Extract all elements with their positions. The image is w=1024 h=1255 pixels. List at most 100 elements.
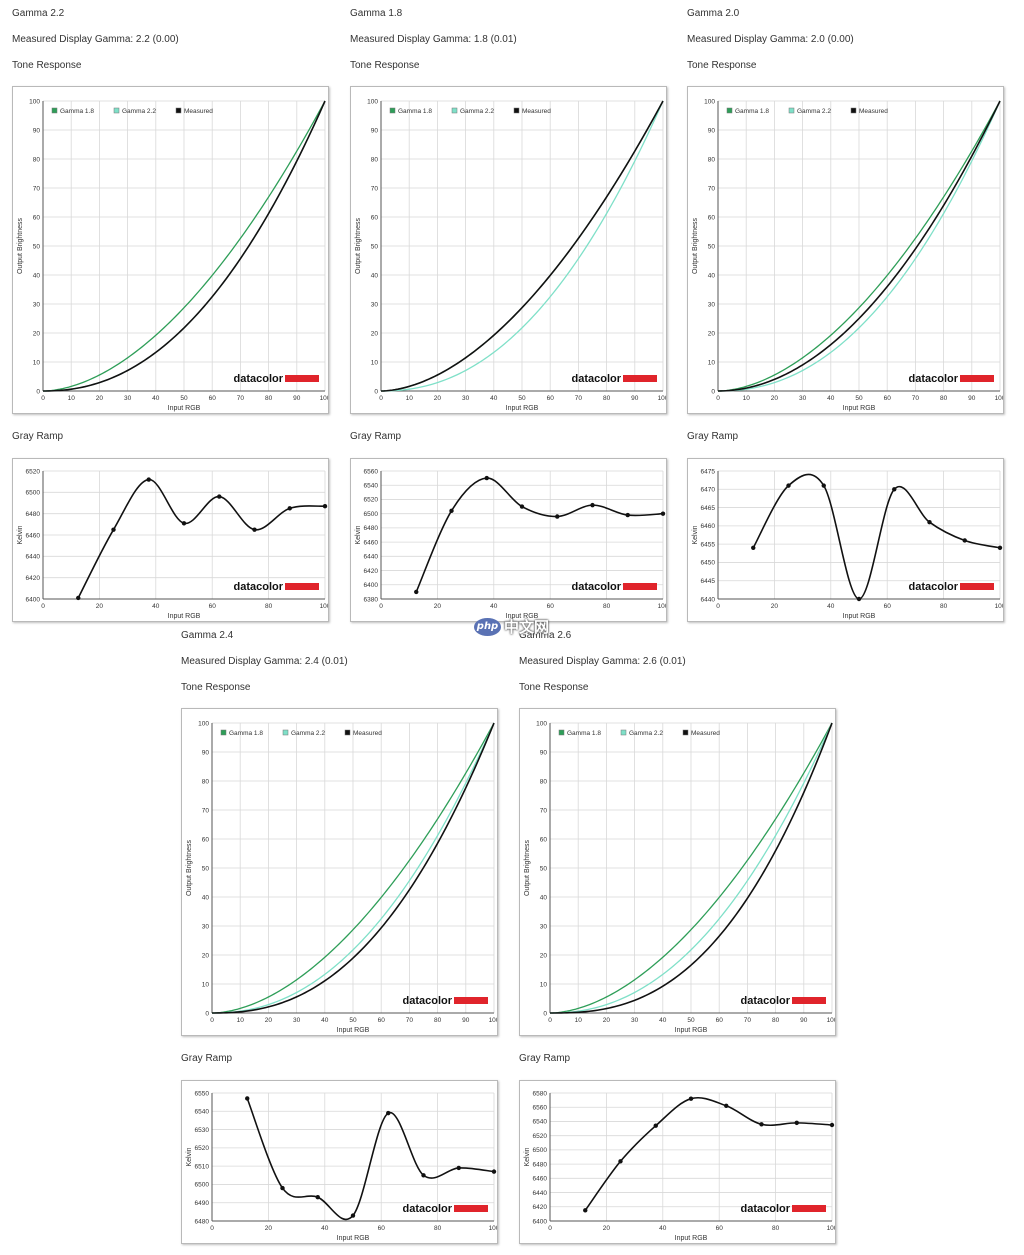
legend-label: Gamma 1.8 — [567, 730, 601, 737]
y-tick-label: 6420 — [364, 568, 379, 575]
y-tick-label: 6460 — [533, 1176, 548, 1183]
x-tick-label: 40 — [152, 395, 160, 402]
x-tick-label: 30 — [124, 395, 132, 402]
x-tick-label: 40 — [152, 603, 160, 610]
series-line-measured — [380, 100, 664, 392]
x-tick-label: 60 — [378, 1225, 386, 1232]
gray-ramp-heading: Gray Ramp — [687, 431, 739, 442]
x-tick-label: 90 — [293, 395, 301, 402]
ramp-point — [962, 538, 967, 543]
x-tick-label: 60 — [209, 395, 217, 402]
series-line-gamma-2-2 — [211, 722, 495, 1014]
x-tick-label: 40 — [490, 395, 498, 402]
y-tick-label: 50 — [540, 865, 548, 872]
y-tick-label: 6460 — [364, 539, 379, 546]
y-tick-label: 80 — [202, 778, 210, 785]
x-tick-label: 80 — [603, 395, 611, 402]
legend-label: Gamma 1.8 — [60, 108, 94, 115]
y-axis-label: Kelvin — [524, 1147, 531, 1166]
y-tick-label: 6490 — [195, 1200, 210, 1207]
y-tick-label: 6440 — [533, 1190, 548, 1197]
x-tick-label: 70 — [575, 395, 583, 402]
datacolor-logo: datacolor — [740, 1203, 826, 1215]
ramp-point — [583, 1208, 588, 1213]
x-tick-label: 80 — [940, 395, 948, 402]
y-tick-label: 30 — [371, 301, 379, 308]
brand-text: datacolor — [908, 581, 958, 593]
x-axis-label: Input RGB — [168, 405, 201, 412]
brand-red-bar-icon — [792, 1205, 826, 1212]
site-watermark: php 中文网 — [474, 617, 556, 639]
y-tick-label: 60 — [708, 214, 716, 221]
x-tick-label: 100 — [320, 603, 328, 610]
ramp-point — [618, 1159, 623, 1164]
x-tick-label: 50 — [180, 395, 188, 402]
x-tick-label: 30 — [631, 1017, 639, 1024]
y-tick-label: 6500 — [195, 1182, 210, 1189]
measured-gamma-text: Measured Display Gamma: 2.6 (0.01) — [519, 656, 686, 667]
y-tick-label: 10 — [371, 359, 379, 366]
brand-text: datacolor — [233, 373, 283, 385]
y-tick-label: 80 — [371, 156, 379, 163]
x-axis-label: Input RGB — [506, 613, 539, 620]
x-tick-label: 40 — [321, 1225, 329, 1232]
datacolor-logo: datacolor — [233, 581, 319, 593]
y-tick-label: 40 — [202, 894, 210, 901]
x-tick-label: 80 — [434, 1017, 442, 1024]
y-tick-label: 6540 — [533, 1119, 548, 1126]
y-tick-label: 6460 — [26, 532, 41, 539]
legend-swatch-icon — [726, 107, 733, 114]
legend-label: Gamma 2.2 — [122, 108, 156, 115]
legend-swatch-icon — [175, 107, 182, 114]
datacolor-logo: datacolor — [571, 373, 657, 385]
x-tick-label: 40 — [490, 603, 498, 610]
panel-title: Gamma 1.8 — [350, 8, 403, 19]
x-tick-label: 40 — [827, 395, 835, 402]
legend-label: Measured — [859, 108, 888, 115]
x-tick-label: 60 — [378, 1017, 386, 1024]
tone-response-chart: 0 10 20 30 40 50 60 70 80 90 100 0 10 20 30 40 50 60 70 80 9… — [181, 708, 498, 1036]
x-tick-label: 20 — [96, 603, 104, 610]
ramp-point — [688, 1096, 694, 1101]
legend-label: Gamma 1.8 — [735, 108, 769, 115]
y-tick-label: 0 — [711, 388, 715, 395]
tone-response-heading: Tone Response — [181, 682, 251, 693]
grid — [211, 722, 495, 1014]
y-tick-label: 6480 — [195, 1218, 210, 1225]
ramp-line — [415, 477, 664, 593]
y-tick-label: 6480 — [364, 525, 379, 532]
ramp-line — [246, 1098, 495, 1221]
y-tick-label: 20 — [540, 952, 548, 959]
gray-ramp-heading: Gray Ramp — [519, 1053, 571, 1064]
y-tick-label: 70 — [202, 807, 210, 814]
tone-response-chart: 0 10 20 30 40 50 60 70 80 90 100 0 10 20 30 40 50 60 70 80 9… — [12, 86, 329, 414]
y-tick-label: 100 — [704, 98, 715, 105]
legend: Gamma 1.8 Gamma 2.2 Measured — [389, 107, 551, 115]
gray-ramp-chart: 0 20 40 60 80 100 6400 6420 6440 6460 6480 6500 6520… — [519, 1080, 836, 1244]
y-tick-label: 30 — [708, 301, 716, 308]
y-tick-label: 0 — [36, 388, 40, 395]
ramp-point — [625, 512, 630, 518]
brand-red-bar-icon — [960, 583, 994, 590]
panel-title: Gamma 2.4 — [181, 630, 234, 641]
y-tick-label: 90 — [33, 127, 41, 134]
y-tick-label: 50 — [708, 243, 716, 250]
brand-red-bar-icon — [792, 997, 826, 1004]
y-tick-label: 80 — [540, 778, 548, 785]
x-tick-label: 30 — [462, 395, 470, 402]
legend-label: Gamma 2.2 — [460, 108, 494, 115]
y-tick-label: 6400 — [364, 582, 379, 589]
x-tick-label: 100 — [489, 1225, 497, 1232]
y-tick-label: 6450 — [701, 560, 716, 567]
ramp-point — [287, 506, 292, 511]
legend-swatch-icon — [282, 729, 289, 736]
grid — [42, 100, 326, 392]
x-axis-label: Input RGB — [506, 405, 539, 412]
panel-title: Gamma 2.0 — [687, 8, 740, 19]
legend-swatch-icon — [113, 107, 120, 114]
y-tick-label: 90 — [540, 749, 548, 756]
x-tick-label: 100 — [658, 603, 666, 610]
x-tick-label: 90 — [968, 395, 976, 402]
x-tick-label: 60 — [547, 395, 555, 402]
y-tick-label: 60 — [371, 214, 379, 221]
